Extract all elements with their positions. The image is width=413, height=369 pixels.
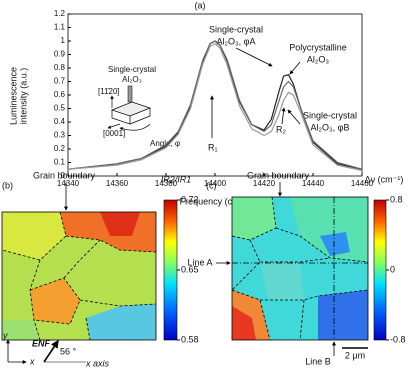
- x-tick-label: 14420: [253, 179, 276, 188]
- arrow: [119, 123, 151, 131]
- annotation: Line B: [305, 356, 331, 366]
- arrow: [107, 123, 121, 129]
- x-tick-label: 14400: [204, 179, 227, 188]
- arrow: [43, 339, 59, 363]
- grain: [2, 212, 66, 260]
- arrow: [289, 61, 301, 75]
- map-frame: [231, 196, 369, 341]
- axis-icon-label: y: [2, 330, 8, 340]
- y-tick-label: 0.6: [54, 90, 66, 99]
- colorbar-tick-label: 0.58: [181, 334, 199, 344]
- y-tick-label: 0.7: [54, 77, 66, 86]
- y-tick-label: 0.5: [54, 104, 66, 113]
- probe: [127, 85, 133, 103]
- y-axis-label: intensity (a.u.): [18, 68, 28, 125]
- angle-label: 56 °: [60, 346, 77, 356]
- crystal-side: [111, 108, 151, 125]
- map-frame: [1, 211, 157, 341]
- scale-label: 2 μm: [345, 350, 365, 360]
- axis-icon-label: x: [29, 356, 35, 366]
- panel-c: (c) Grain boundary Line A Line B 2 μm Δν…: [187, 170, 403, 366]
- colorbar-tick-label: 0.65: [181, 264, 199, 274]
- grain: [86, 304, 156, 340]
- x-tick-label: 14360: [106, 179, 129, 188]
- annotation: Single-crystal: [303, 110, 357, 120]
- grain: [30, 278, 80, 324]
- y-tick-label: 1: [61, 36, 66, 45]
- colorbar: [163, 199, 178, 341]
- field-label: ENF: [32, 338, 51, 348]
- inset-label: Al₂O₃: [122, 75, 142, 84]
- colorbar-tick-label: 0: [390, 264, 395, 274]
- arrow: [235, 47, 273, 67]
- grain-boundary: [1, 211, 157, 341]
- axes-icon: y x ENF 56 ° x axis: [2, 330, 110, 368]
- inset-label: Single-crystal: [108, 65, 156, 74]
- grain: [232, 197, 276, 240]
- axis-icon-label: x axis: [85, 358, 110, 368]
- panel-label: (b): [2, 180, 13, 190]
- inset-label: [0001]: [103, 129, 125, 138]
- annotation: Polycrystalline: [289, 42, 347, 52]
- y-tick-label: 0: [61, 171, 66, 180]
- y-axis-label: Luminescence: [8, 67, 18, 125]
- panel-a: (a) Frequency (cm⁻¹) Luminescence intens…: [8, 0, 357, 206]
- peak-label: R₂: [276, 124, 286, 134]
- y-tick-label: 0.2: [54, 144, 66, 153]
- y-tick-label: 0.3: [54, 131, 66, 140]
- grain: [318, 290, 368, 340]
- arrow: [281, 107, 286, 125]
- spectrum-line: [67, 40, 363, 170]
- spectrum-line: [67, 42, 363, 172]
- panel-b: (b) Grain boundary IR2/IR1: [1, 170, 192, 341]
- x-axis-label: Frequency (cm⁻¹): [180, 196, 251, 206]
- x-tick-label: 14440: [302, 179, 325, 188]
- annotation: Al₂O₃, φA: [216, 36, 255, 46]
- inset-label: [11̄20]: [98, 87, 120, 96]
- y-tick-label: 0.8: [54, 63, 66, 72]
- grain: [100, 212, 140, 236]
- y-tick-label: 1.2: [54, 9, 66, 18]
- arrow: [287, 109, 301, 125]
- annotation: Grain boundary: [33, 170, 96, 180]
- y-tick-label: 0.9: [54, 50, 66, 59]
- peak-label: R₁: [208, 142, 218, 152]
- grain: [260, 262, 304, 300]
- colorbar-label: IR2/IR1: [161, 174, 192, 184]
- annotation: Al₂O₃, φB: [310, 122, 349, 132]
- inset-label: Angle, φ: [150, 139, 180, 148]
- colorbar-label: Δν (cm⁻¹): [365, 174, 404, 184]
- annotation: Al₂O₃: [307, 54, 329, 64]
- y-tick-label: 0.4: [54, 117, 66, 126]
- x-tick-label: 14460: [351, 179, 374, 188]
- x-tick-label: 14380: [155, 179, 178, 188]
- colorbar-tick-label: 0.8: [390, 194, 403, 204]
- grain-boundary: [231, 196, 369, 341]
- y-tick-label: 0.1: [54, 158, 66, 167]
- panel-label: (c): [206, 180, 217, 190]
- colorbar-tick-label: 0.72: [181, 194, 199, 204]
- grain: [2, 320, 40, 340]
- annotation: Single-crystal: [209, 24, 263, 34]
- grain: [320, 232, 350, 256]
- inset: Single-crystal Al₂O₃ [11̄20] [0001] Angl…: [98, 65, 180, 148]
- annotation: Line A: [187, 257, 212, 267]
- grain: [232, 306, 256, 340]
- colorbar-tick-label: -0.8: [390, 334, 406, 344]
- annotation: Grain boundary: [247, 170, 310, 180]
- colorbar: [373, 199, 387, 341]
- y-tick-label: 1.1: [54, 23, 66, 32]
- panel-label: (a): [195, 0, 206, 10]
- crystal-top: [110, 101, 152, 117]
- x-tick-label: 14340: [57, 179, 80, 188]
